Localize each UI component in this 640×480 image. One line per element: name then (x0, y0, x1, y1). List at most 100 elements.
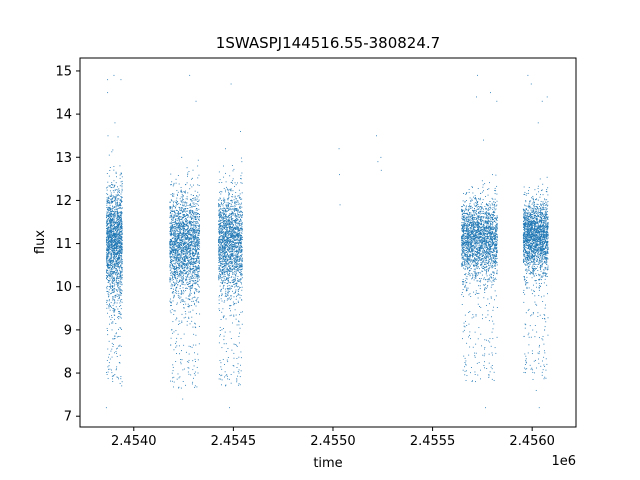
data-point (186, 250, 188, 252)
data-point (183, 224, 185, 226)
data-point (181, 201, 182, 203)
data-point (109, 221, 111, 223)
data-point (120, 300, 122, 302)
data-point (106, 229, 108, 231)
data-point (169, 280, 171, 282)
data-point (191, 213, 192, 215)
data-point (182, 369, 184, 371)
data-point (223, 339, 225, 341)
data-point (108, 305, 110, 307)
data-point (223, 223, 225, 225)
data-point (106, 224, 108, 226)
data-point (106, 207, 108, 209)
data-point (170, 240, 172, 242)
data-point (190, 213, 192, 215)
data-point (111, 151, 113, 153)
data-point (224, 240, 226, 242)
data-point (192, 267, 193, 269)
data-point (183, 291, 185, 293)
data-point (110, 235, 112, 237)
data-point (117, 335, 119, 337)
data-point (181, 250, 183, 252)
data-point (173, 295, 175, 297)
data-point (169, 251, 171, 253)
data-point (199, 242, 201, 244)
data-point (195, 247, 197, 249)
data-point (175, 241, 177, 243)
data-point (179, 244, 181, 246)
data-point (176, 258, 177, 260)
data-point (114, 264, 116, 266)
data-point (195, 265, 197, 267)
data-point (184, 269, 186, 271)
data-point (118, 273, 120, 275)
data-point (107, 220, 109, 222)
data-point (195, 213, 197, 215)
data-point (177, 195, 178, 196)
data-point (176, 252, 178, 254)
data-point (232, 178, 234, 180)
data-point (178, 243, 180, 245)
data-point (114, 252, 116, 253)
data-point (117, 242, 119, 244)
data-point (113, 291, 115, 293)
data-point (119, 305, 121, 307)
data-point (186, 225, 187, 227)
data-point (116, 348, 117, 350)
data-point (181, 292, 183, 294)
data-point (121, 218, 122, 220)
data-point (197, 277, 199, 279)
data-point (175, 250, 177, 252)
data-point (112, 228, 114, 230)
data-point (188, 238, 190, 240)
data-point (186, 224, 188, 226)
data-point (184, 253, 186, 255)
data-point (116, 205, 118, 207)
data-point (112, 278, 114, 280)
data-point (112, 272, 114, 274)
data-point (198, 225, 200, 227)
data-point (115, 229, 116, 231)
data-point (229, 230, 231, 232)
data-point (188, 367, 190, 369)
data-point (110, 245, 112, 247)
data-point (111, 267, 113, 269)
data-point (116, 276, 117, 278)
data-point (182, 239, 184, 241)
data-point (196, 230, 198, 232)
data-point (190, 210, 192, 212)
data-point (120, 249, 121, 251)
data-point (119, 228, 121, 230)
data-point (182, 233, 184, 234)
data-point (118, 233, 119, 235)
data-point (175, 272, 177, 274)
data-point (173, 249, 175, 251)
data-point (113, 225, 115, 227)
data-point (191, 298, 193, 300)
data-point (175, 236, 177, 238)
data-point (118, 378, 119, 380)
data-point (170, 234, 172, 235)
data-point (106, 299, 108, 301)
data-point (116, 244, 118, 246)
data-point (219, 268, 221, 269)
data-point (187, 367, 189, 369)
data-point (187, 273, 189, 275)
data-point (194, 352, 195, 354)
data-point (181, 227, 183, 229)
data-point (187, 222, 189, 224)
data-point (117, 218, 119, 220)
data-point (180, 224, 182, 226)
data-point (231, 230, 233, 232)
data-point (230, 261, 231, 262)
data-point (232, 322, 233, 324)
data-point (179, 323, 181, 324)
data-point (172, 364, 174, 366)
data-point (188, 230, 190, 232)
data-point (236, 250, 238, 252)
data-point (175, 260, 177, 262)
data-point (178, 323, 179, 325)
data-point (190, 242, 192, 244)
data-point (175, 261, 177, 263)
data-point (111, 369, 112, 371)
